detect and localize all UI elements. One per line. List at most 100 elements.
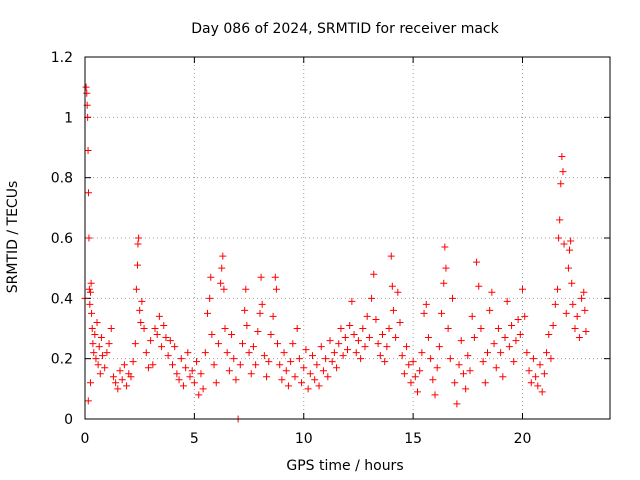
data-point	[86, 300, 94, 308]
x-tick-label: 10	[295, 431, 313, 447]
y-tick-label: 1.2	[51, 50, 73, 66]
data-point	[581, 306, 589, 314]
data-point	[473, 258, 481, 266]
data-point	[514, 315, 522, 323]
data-point	[365, 334, 373, 342]
data-point	[129, 358, 137, 366]
data-point	[392, 334, 400, 342]
data-point	[265, 358, 273, 366]
data-point	[348, 297, 356, 305]
data-point	[346, 321, 354, 329]
data-point	[344, 346, 351, 354]
data-point	[134, 261, 141, 269]
data-point	[105, 340, 113, 348]
data-point	[315, 382, 323, 390]
data-point	[354, 337, 362, 345]
data-point	[91, 331, 99, 339]
data-point	[258, 300, 266, 308]
data-point	[271, 273, 279, 281]
data-point	[193, 358, 201, 366]
y-axis-label: SRMTID / TECUs	[5, 181, 21, 294]
data-point	[555, 234, 563, 242]
data-point	[368, 294, 376, 302]
data-point	[370, 270, 378, 278]
data-point	[267, 331, 275, 339]
data-point	[93, 318, 101, 326]
data-point	[438, 309, 446, 317]
data-point	[337, 325, 345, 332]
data-point	[333, 364, 341, 372]
data-point	[525, 367, 533, 375]
data-point	[302, 346, 310, 354]
data-point	[135, 234, 143, 242]
data-point	[484, 349, 491, 357]
data-point	[568, 279, 576, 287]
data-point	[158, 343, 166, 351]
data-point	[214, 340, 222, 348]
y-tick-label: 0.8	[51, 171, 73, 187]
data-point	[88, 325, 96, 332]
data-point	[529, 355, 537, 363]
data-point	[171, 343, 179, 351]
data-point	[441, 243, 449, 251]
data-point	[479, 358, 487, 366]
data-point	[549, 321, 557, 329]
data-point	[462, 385, 470, 393]
data-point	[242, 285, 250, 293]
y-tick-label: 0.6	[51, 231, 73, 247]
data-point	[407, 379, 415, 387]
data-point	[440, 279, 448, 287]
data-point	[245, 349, 253, 357]
data-point	[212, 379, 220, 387]
grid-lines	[85, 57, 610, 419]
data-point	[311, 376, 319, 384]
data-point	[149, 361, 157, 369]
data-point	[357, 355, 365, 363]
data-point	[372, 315, 380, 323]
data-point	[317, 343, 325, 351]
data-point	[427, 355, 435, 363]
data-point	[295, 355, 303, 363]
data-point	[341, 334, 349, 342]
data-point	[218, 264, 226, 272]
data-point	[201, 349, 209, 357]
data-point	[449, 294, 456, 302]
data-point	[359, 325, 367, 332]
data-point	[328, 358, 336, 366]
data-point	[144, 364, 152, 372]
data-point	[155, 312, 163, 320]
data-point	[272, 285, 280, 293]
x-tick-label: 0	[81, 431, 90, 447]
data-point	[247, 370, 255, 378]
data-point	[223, 349, 231, 357]
data-point	[309, 352, 316, 360]
data-point	[85, 234, 93, 242]
data-point	[512, 337, 520, 345]
data-point	[278, 376, 286, 384]
data-point	[396, 318, 404, 326]
data-point	[488, 288, 496, 296]
data-point	[558, 153, 566, 161]
data-point	[388, 282, 396, 290]
x-tick-label: 15	[404, 431, 422, 447]
data-point	[123, 382, 131, 390]
data-point	[90, 349, 98, 357]
data-point	[151, 325, 159, 332]
data-point	[411, 373, 419, 381]
data-point	[326, 337, 334, 345]
data-point	[306, 370, 314, 378]
data-point	[418, 349, 426, 357]
data-point	[532, 373, 540, 381]
data-point	[169, 361, 176, 369]
data-point	[416, 367, 424, 375]
data-point	[137, 318, 145, 326]
data-point	[560, 240, 568, 248]
data-point	[494, 325, 502, 332]
y-tick-label: 0.2	[51, 352, 73, 368]
data-point	[516, 331, 524, 339]
data-point	[444, 325, 452, 332]
data-point	[422, 300, 430, 308]
data-point	[197, 370, 205, 378]
data-point	[304, 385, 312, 393]
data-point	[457, 337, 465, 345]
